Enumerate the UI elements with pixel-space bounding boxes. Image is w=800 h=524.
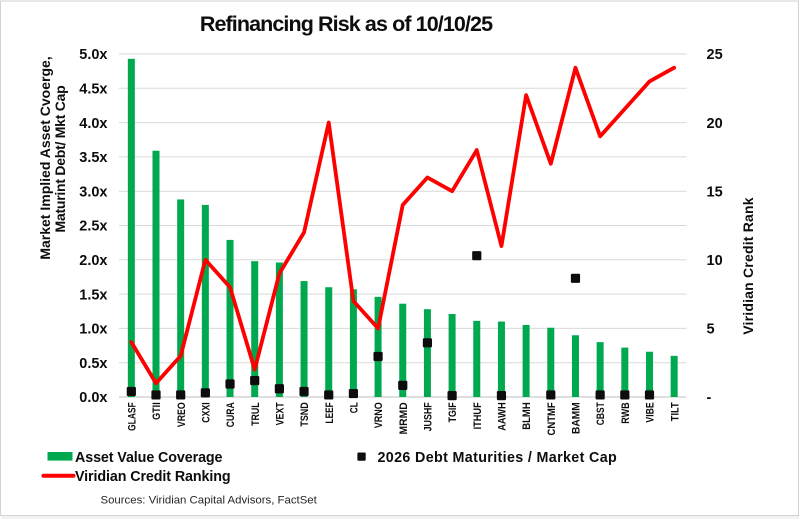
svg-text:VREO: VREO: [176, 402, 188, 427]
svg-text:4.0x: 4.0x: [79, 116, 107, 132]
svg-text:CXXI: CXXI: [200, 402, 212, 422]
svg-text:TILT: TILT: [669, 402, 681, 421]
svg-text:CURA: CURA: [225, 402, 237, 427]
svg-text:1.5x: 1.5x: [79, 287, 107, 303]
svg-text:0.0x: 0.0x: [79, 390, 107, 406]
svg-text:15: 15: [707, 184, 723, 200]
svg-text:CL: CL: [349, 402, 361, 413]
svg-text:MRMD: MRMD: [398, 402, 410, 434]
svg-text:Viridian Credit Ranking: Viridian Credit Ranking: [75, 469, 231, 485]
svg-text:3.5x: 3.5x: [79, 150, 107, 166]
svg-text:0.5x: 0.5x: [79, 356, 107, 372]
svg-text:10: 10: [707, 253, 723, 269]
svg-text:Refinancing Risk as of 10/10/2: Refinancing Risk as of 10/10/25: [200, 12, 493, 36]
svg-text:-: -: [707, 390, 712, 406]
svg-text:Market Implied Asset Cvoerge,: Market Implied Asset Cvoerge,: [37, 56, 53, 259]
svg-text:Maturint Debt/ Mkt Cap: Maturint Debt/ Mkt Cap: [52, 86, 68, 233]
svg-text:BLMH: BLMH: [521, 402, 533, 430]
svg-text:GTII: GTII: [151, 402, 163, 420]
svg-text:BAMM: BAMM: [571, 402, 583, 434]
svg-text:20: 20: [707, 116, 723, 132]
svg-text:VRNO: VRNO: [373, 402, 385, 428]
svg-text:CNTMF: CNTMF: [546, 402, 558, 435]
svg-text:2026 Debt Maturities / Market: 2026 Debt Maturities / Market Cap: [378, 450, 618, 466]
svg-text:AAWH: AAWH: [497, 402, 509, 431]
svg-text:2.5x: 2.5x: [79, 219, 107, 235]
svg-text:1.0x: 1.0x: [79, 322, 107, 338]
svg-text:VIBE: VIBE: [645, 402, 657, 422]
svg-text:Sources: Viridian Capital Advi: Sources: Viridian Capital Advisors, Fact…: [101, 495, 318, 507]
svg-text:RWB: RWB: [620, 402, 632, 423]
svg-text:ITHUF: ITHUF: [472, 402, 484, 429]
svg-text:3.0x: 3.0x: [79, 184, 107, 200]
svg-text:25: 25: [707, 47, 723, 63]
svg-text:JUSHF: JUSHF: [423, 402, 435, 431]
svg-text:VEXT: VEXT: [274, 402, 286, 425]
svg-text:5: 5: [707, 322, 715, 338]
svg-text:CBST: CBST: [595, 402, 607, 425]
svg-text:4.5x: 4.5x: [79, 82, 107, 98]
svg-text:2.0x: 2.0x: [79, 253, 107, 269]
svg-text:5.0x: 5.0x: [79, 47, 107, 63]
svg-text:GLASF: GLASF: [126, 402, 138, 431]
svg-text:TGIF: TGIF: [447, 402, 459, 422]
svg-text:Viridian Credit Rank: Viridian Credit Rank: [740, 197, 756, 335]
svg-text:TRUL: TRUL: [250, 402, 262, 426]
svg-text:Asset Value Coverage: Asset Value Coverage: [75, 450, 223, 466]
svg-text:LEEF: LEEF: [324, 402, 336, 423]
svg-text:TSND: TSND: [299, 402, 311, 426]
